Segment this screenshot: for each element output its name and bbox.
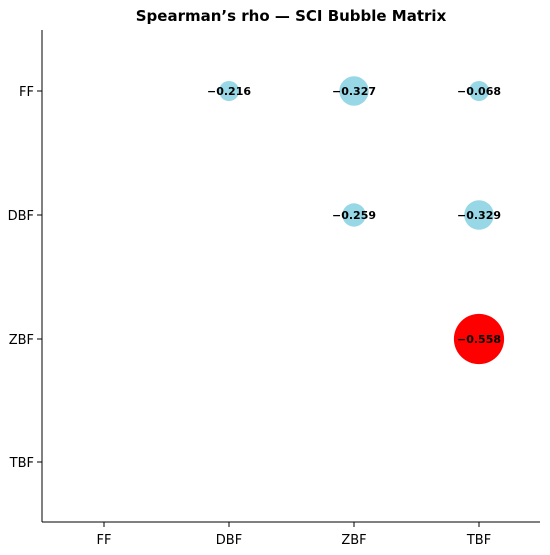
bubble-point [339, 76, 369, 106]
bubbles-layer: −0.216 −0.327 −0.068 −0.259 −0.329 −0.558 [207, 76, 505, 365]
x-tick-label: ZBF [341, 533, 366, 548]
y-tick-label: ZBF [9, 333, 34, 348]
bubble-point [453, 313, 505, 365]
bubble-data-label: −0.068 [457, 85, 501, 98]
bubble-point [464, 200, 494, 230]
x-tick-label: FF [97, 533, 112, 548]
bubble-data-label: −0.216 [207, 85, 251, 98]
x-tick-label: DBF [216, 533, 242, 548]
bubble-point [342, 203, 366, 227]
ticks-layer: FF DBF ZBF TBF FF DBF ZBF TBF [8, 85, 492, 548]
x-tick-label: TBF [466, 533, 491, 548]
bubble-data-label: −0.558 [457, 333, 501, 346]
y-tick-label: DBF [8, 209, 34, 224]
chart-title: Spearman’s rho — SCI Bubble Matrix [136, 7, 447, 25]
bubble-data-label: −0.329 [457, 209, 501, 222]
bubble-data-label: −0.327 [332, 85, 376, 98]
bubble-data-label: −0.259 [332, 209, 376, 222]
bubble-point [219, 81, 239, 101]
bubble-point [469, 81, 489, 101]
y-tick-label: TBF [9, 456, 34, 471]
y-tick-label: FF [19, 85, 34, 100]
